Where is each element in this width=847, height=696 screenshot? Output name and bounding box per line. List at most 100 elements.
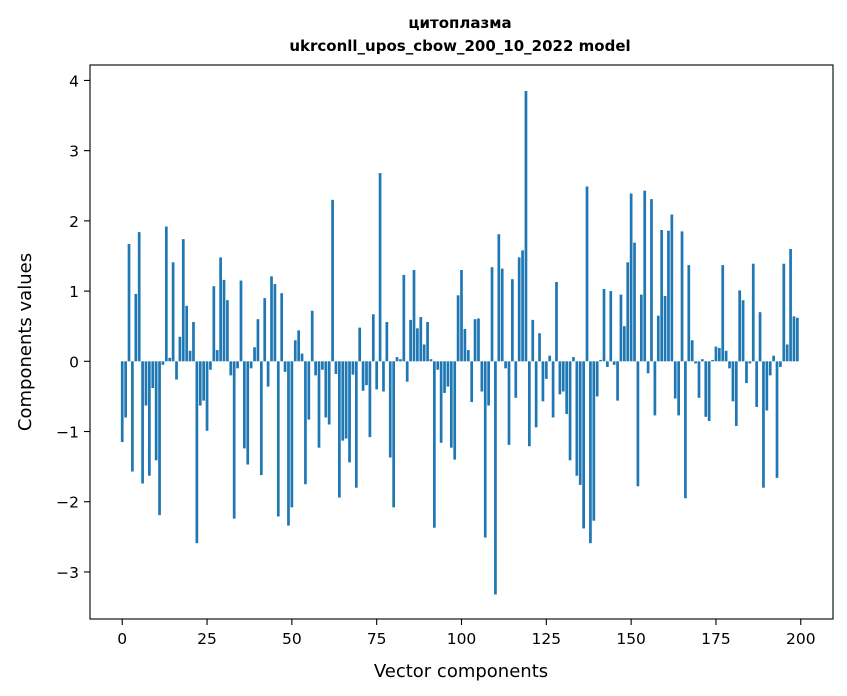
bar — [701, 359, 704, 362]
bar — [131, 361, 134, 472]
bar — [280, 293, 284, 362]
bar — [728, 361, 731, 369]
bar — [304, 361, 307, 485]
bar — [290, 361, 294, 508]
bar — [137, 232, 141, 362]
bar — [314, 361, 317, 376]
bar — [487, 361, 490, 406]
bar — [636, 361, 640, 487]
bar — [188, 350, 192, 362]
bar — [287, 361, 290, 526]
y-tick-label: −1 — [56, 424, 79, 442]
bar — [395, 357, 399, 362]
bar — [612, 361, 616, 365]
bar — [354, 361, 358, 488]
bar — [419, 317, 423, 362]
bar — [639, 294, 643, 362]
bar — [307, 361, 311, 420]
bar — [775, 361, 779, 478]
bar — [148, 361, 151, 476]
bar — [205, 361, 209, 431]
bar — [331, 199, 334, 362]
y-tick-label: 3 — [69, 143, 79, 161]
bar — [755, 361, 759, 407]
bar — [154, 361, 158, 461]
chart-subtitle: ukrconll_upos_cbow_200_10_2022 model — [289, 37, 630, 55]
bar — [585, 186, 589, 362]
bar — [592, 361, 596, 521]
bar — [643, 190, 647, 362]
bar — [270, 276, 273, 362]
x-tick-label: 25 — [197, 630, 217, 648]
bar — [168, 357, 172, 362]
bar — [796, 317, 799, 362]
bar — [565, 361, 569, 414]
bar — [514, 361, 518, 398]
bar — [161, 361, 165, 365]
bar — [300, 353, 304, 362]
x-axis-label: Vector components — [374, 661, 548, 682]
bar — [578, 361, 582, 485]
bar — [670, 214, 674, 362]
bar — [283, 361, 287, 372]
bar — [439, 361, 443, 443]
bar — [656, 315, 660, 362]
bar — [317, 361, 321, 448]
bar — [368, 361, 372, 438]
bar — [402, 274, 406, 362]
bar — [626, 262, 630, 362]
bar — [399, 359, 402, 362]
bar — [144, 361, 148, 406]
bar — [521, 250, 524, 362]
bar — [572, 357, 575, 362]
y-tick-label: −3 — [56, 564, 79, 582]
y-tick-label: 0 — [69, 353, 79, 371]
bar — [209, 361, 212, 370]
bar — [463, 329, 467, 362]
bar — [436, 361, 440, 370]
bar — [555, 281, 558, 362]
x-tick-label: 100 — [447, 630, 477, 648]
bar — [222, 279, 226, 362]
bar — [667, 230, 670, 362]
bar — [198, 361, 202, 406]
bar — [239, 280, 243, 362]
bar — [236, 361, 239, 369]
bar — [721, 265, 725, 362]
x-axis-ticks: 0 25 50 75 100 125 150 175 200 — [117, 619, 816, 648]
bar — [792, 316, 796, 362]
bar — [120, 361, 124, 443]
bar — [707, 361, 711, 421]
bar — [785, 344, 789, 362]
bar — [541, 361, 545, 402]
bar — [426, 321, 429, 362]
bar — [195, 361, 199, 544]
chart-title: цитоплазма — [408, 14, 511, 32]
x-tick-label: 125 — [532, 630, 562, 648]
bar — [202, 361, 206, 401]
bar — [473, 319, 477, 362]
bar — [528, 361, 531, 447]
bar — [351, 361, 355, 375]
bar — [212, 286, 216, 362]
bar — [229, 361, 233, 376]
bar — [606, 361, 609, 367]
bar — [171, 262, 175, 362]
bar — [259, 361, 263, 476]
bar — [599, 359, 602, 362]
bar — [711, 359, 714, 362]
bar — [497, 234, 501, 362]
bar — [602, 288, 606, 362]
bar — [714, 346, 718, 362]
bar — [500, 268, 504, 362]
bar — [595, 361, 599, 397]
bar — [392, 361, 395, 508]
bar — [589, 361, 592, 544]
bar — [327, 361, 331, 425]
bar — [134, 293, 138, 362]
x-tick-label: 75 — [367, 630, 387, 648]
bar — [738, 290, 742, 362]
bar — [124, 361, 127, 418]
bar — [141, 361, 144, 484]
